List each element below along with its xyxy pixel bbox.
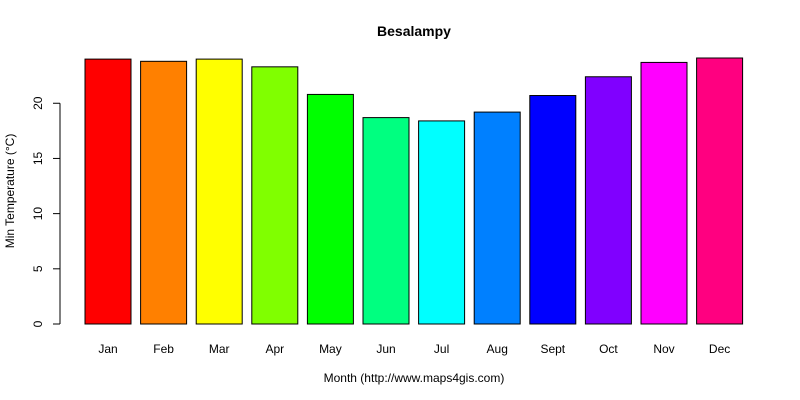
y-tick-label-10: 10 bbox=[31, 207, 45, 221]
y-tick-label-20: 20 bbox=[31, 96, 45, 110]
x-tick-labels: Jan Feb Mar Apr May Jun Jul Aug Sept Oct Nov Dec bbox=[98, 342, 730, 356]
x-tick-label-jan: Jan bbox=[98, 342, 117, 356]
bar-mar bbox=[195, 58, 243, 325]
bar-jul bbox=[418, 120, 466, 325]
y-axis-label: Min Temperature (°C) bbox=[3, 134, 17, 249]
bar-dec bbox=[696, 57, 744, 325]
x-tick-label-apr: Apr bbox=[265, 342, 284, 356]
x-tick-label-jul: Jul bbox=[434, 342, 449, 356]
bar-jun bbox=[362, 117, 410, 325]
y-tick-label-5: 5 bbox=[31, 265, 45, 272]
x-tick-label-sept: Sept bbox=[540, 342, 565, 356]
bar-jan bbox=[84, 58, 132, 325]
bar-aug bbox=[473, 111, 521, 325]
bar-oct bbox=[584, 76, 632, 325]
chart-title: Besalampy bbox=[377, 23, 451, 39]
x-tick-label-oct: Oct bbox=[599, 342, 618, 356]
x-tick-label-feb: Feb bbox=[153, 342, 174, 356]
bar-apr bbox=[251, 66, 299, 325]
x-axis-label: Month (http://www.maps4gis.com) bbox=[324, 371, 505, 385]
x-tick-label-mar: Mar bbox=[209, 342, 230, 356]
bars-group bbox=[84, 57, 744, 325]
x-tick-label-nov: Nov bbox=[653, 342, 674, 356]
y-axis: 0 5 10 15 20 bbox=[31, 96, 61, 327]
bar-feb bbox=[140, 60, 188, 325]
x-tick-label-jun: Jun bbox=[376, 342, 395, 356]
x-tick-label-dec: Dec bbox=[709, 342, 730, 356]
x-tick-label-may: May bbox=[319, 342, 342, 356]
bar-may bbox=[306, 93, 354, 325]
x-tick-label-aug: Aug bbox=[487, 342, 508, 356]
y-tick-label-0: 0 bbox=[31, 320, 45, 327]
bar-nov bbox=[640, 61, 688, 325]
bar-sept bbox=[529, 95, 577, 325]
y-tick-label-15: 15 bbox=[31, 151, 45, 165]
